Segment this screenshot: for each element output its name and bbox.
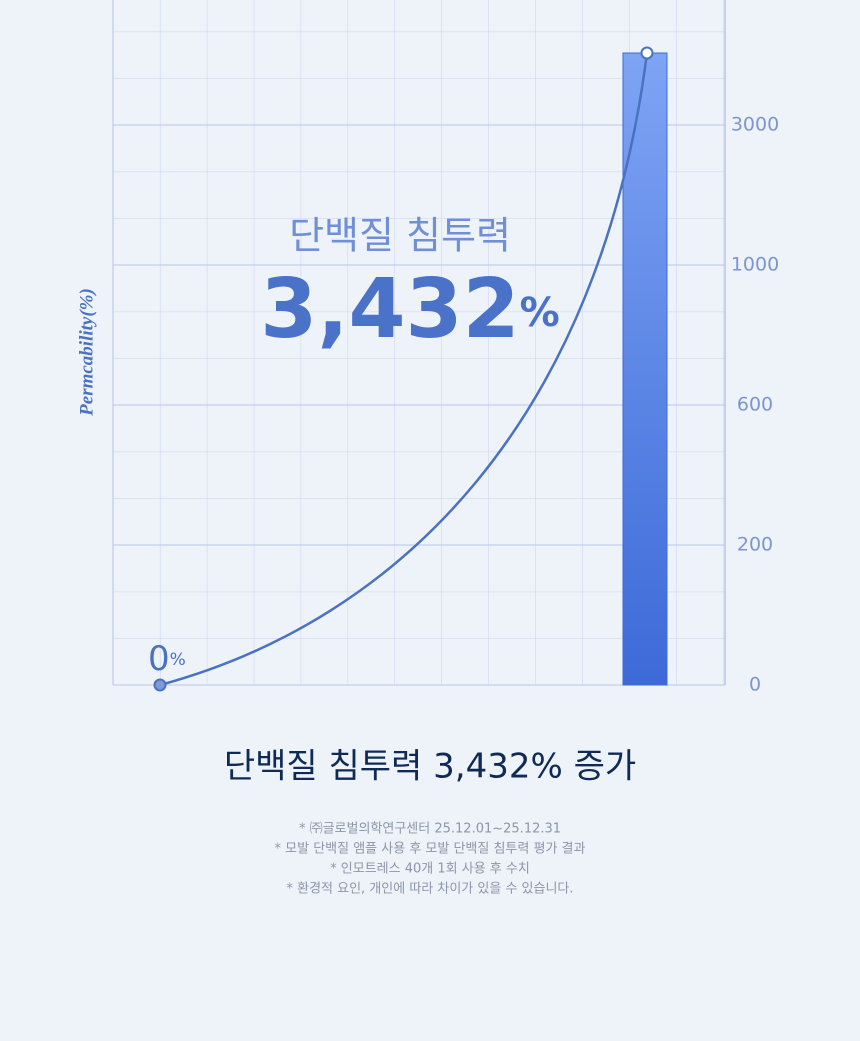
- note: * 모발 단백질 앰플 사용 후 모발 단백질 침투력 평가 결과: [275, 842, 586, 857]
- y-tick-label: 3000: [731, 114, 779, 136]
- caption: 단백질 침투력 3,432% 증가: [224, 747, 636, 787]
- notes: * ㈜글로벌의학연구센터 25.12.01~25.12.31 * 모발 단백질 앰…: [275, 822, 586, 897]
- y-tick-label: 200: [737, 534, 773, 556]
- highlight-unit: %: [520, 290, 560, 336]
- point: [153, 678, 167, 692]
- point: [640, 46, 654, 60]
- growth-curve: [159, 52, 649, 687]
- point-label-unit: %: [170, 650, 186, 670]
- y-tick-label: 600: [737, 394, 773, 416]
- point-label: 0%: [148, 639, 186, 679]
- y-tick-label: 0: [749, 674, 761, 696]
- note: * ㈜글로벌의학연구센터 25.12.01~25.12.31: [299, 822, 561, 837]
- y-tick-label: 1000: [731, 254, 779, 276]
- note: * 인모트레스 40개 1회 사용 후 수치: [330, 862, 530, 877]
- note: * 환경적 요인, 개인에 따라 차이가 있을 수 있습니다.: [286, 882, 573, 897]
- highlight-number: 3,432: [260, 262, 519, 357]
- headline: 단백질 침투력: [289, 214, 511, 258]
- highlight-value: 3,432%: [260, 262, 559, 357]
- y-axis-label: Permcability(%): [76, 288, 97, 417]
- point-label-number: 0: [148, 639, 170, 679]
